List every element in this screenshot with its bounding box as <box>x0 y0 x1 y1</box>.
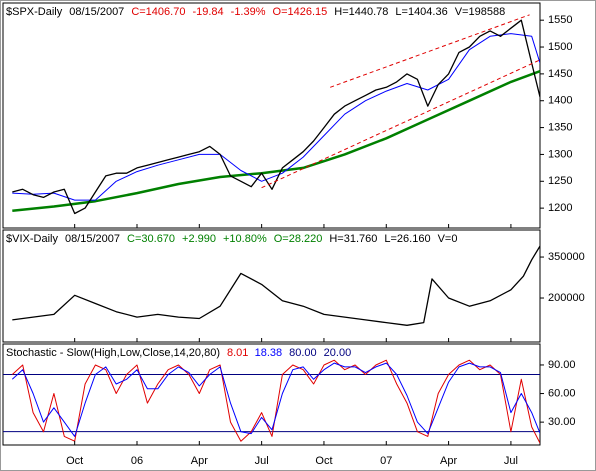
y-tick-label: 1250 <box>548 175 572 187</box>
series-line <box>261 59 540 189</box>
header-item: V=198588 <box>455 6 505 18</box>
header-item: C=30.670 <box>127 233 175 245</box>
x-tick-label: 07 <box>380 455 392 467</box>
x-tick-label: 06 <box>131 455 143 467</box>
header-item: 18.38 <box>255 347 283 359</box>
header-item: $SPX-Daily <box>6 6 63 18</box>
series-line <box>11 362 540 437</box>
series-line <box>12 70 540 213</box>
header-item: +2.990 <box>182 233 216 245</box>
x-tick-label: Oct <box>315 455 332 467</box>
header-item: V=0 <box>438 233 458 245</box>
header-item: L=26.160 <box>384 233 430 245</box>
header-item: L=1404.36 <box>395 6 447 18</box>
header-item: Stochastic - Slow(High,Low,Close,14,20,8… <box>6 347 220 359</box>
y-tick-label: 1500 <box>548 41 572 53</box>
series-line <box>12 245 540 326</box>
y-tick-label: 90.00 <box>548 359 576 371</box>
header-item: O=28.220 <box>274 233 323 245</box>
header-item: 08/15/2007 <box>69 6 124 18</box>
y-tick-label: 1350 <box>548 121 572 133</box>
series-group <box>12 245 540 326</box>
series-line <box>12 33 540 201</box>
header-item: O=1426.15 <box>273 6 328 18</box>
x-tick-label: Jul <box>255 455 269 467</box>
x-tick-label: Oct <box>66 455 83 467</box>
header-item: 08/15/2007 <box>65 233 120 245</box>
y-tick-label: 200000 <box>548 292 585 304</box>
header-item: -19.84 <box>192 6 223 18</box>
panel-header: $VIX-Daily 08/15/2007 C=30.670 +2.990 +10.80… <box>6 233 457 245</box>
header-item: H=1440.78 <box>334 6 388 18</box>
panel-header: Stochastic - Slow(High,Low,Close,14,20,8… <box>6 347 351 359</box>
panel <box>2 343 541 446</box>
series-group <box>11 359 540 444</box>
header-item: -1.39% <box>231 6 266 18</box>
series-line <box>330 14 530 88</box>
y-tick-label: 350000 <box>548 251 585 263</box>
header-item: +10.80% <box>223 233 267 245</box>
series-line <box>11 359 540 444</box>
y-tick-label: 1450 <box>548 68 572 80</box>
header-item: 80.00 <box>289 347 317 359</box>
header-item: C=1406.70 <box>131 6 185 18</box>
y-tick-label: 1200 <box>548 202 572 214</box>
panel <box>2 229 541 343</box>
header-item: 8.01 <box>227 347 248 359</box>
header-item: $VIX-Daily <box>6 233 58 245</box>
x-tick-label: Jul <box>504 455 518 467</box>
y-tick-label: 1400 <box>548 95 572 107</box>
series-line <box>12 19 540 215</box>
x-tick-label: Apr <box>440 455 457 467</box>
header-item: H=31.760 <box>329 233 377 245</box>
panel-header: $SPX-Daily 08/15/2007 C=1406.70 -19.84 -1.39… <box>6 6 505 18</box>
y-tick-label: 1550 <box>548 14 572 26</box>
x-tick-label: Apr <box>191 455 208 467</box>
series-group <box>12 14 540 215</box>
y-tick-label: 30.00 <box>548 416 576 428</box>
y-tick-label: 1300 <box>548 148 572 160</box>
panel <box>2 2 541 229</box>
header-item: 20.00 <box>324 347 352 359</box>
y-tick-label: 60.00 <box>548 387 576 399</box>
